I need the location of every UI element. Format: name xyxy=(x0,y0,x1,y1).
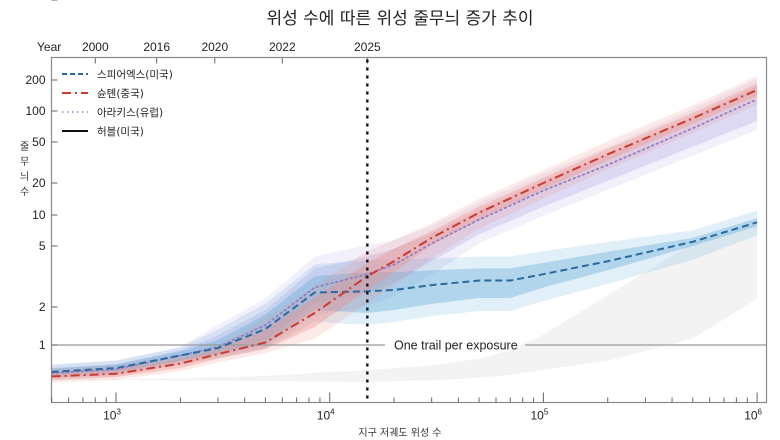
series-line-dashdot xyxy=(52,89,758,378)
y-tick-label: 200 xyxy=(25,73,45,87)
top-tick-label: 2000 xyxy=(82,40,109,54)
legend-label: 스피어엑스(미국) xyxy=(97,69,173,81)
y-tick-label: 1 xyxy=(39,338,46,352)
y-axis-ticks: 0 1 2 5 10 20 50 100 200 xyxy=(25,0,58,352)
y-tick-label: 0 xyxy=(39,0,46,3)
legend-label: 슌톈(중국) xyxy=(97,88,144,100)
top-tick-label: 2016 xyxy=(143,40,170,54)
chart-title: 위성 수에 따른 위성 줄무늬 증가 추이 xyxy=(266,9,533,29)
top-tick-label: 2025 xyxy=(354,40,381,54)
x-tick-label: 104 xyxy=(317,408,335,423)
y-tick-label: 50 xyxy=(32,135,46,149)
x-axis-ticks: 103 104 105 106 xyxy=(51,392,763,423)
band-outer xyxy=(52,223,758,382)
series-line-dashed xyxy=(52,221,758,373)
legend-item: 스피어엑스(미국) xyxy=(62,69,173,81)
top-tick-label: 2022 xyxy=(269,40,296,54)
band-outer xyxy=(52,210,758,378)
y-tick-label: 20 xyxy=(32,176,46,190)
legend-label: 허블(미국) xyxy=(97,126,144,138)
x-tick-label: 103 xyxy=(103,408,121,423)
plot-frame xyxy=(50,56,768,404)
x-tick-label: 106 xyxy=(744,408,762,423)
x-axis-title: 지구 저궤도 위성 수 xyxy=(358,426,441,439)
y-tick-label: 2 xyxy=(39,300,46,314)
one-trail-annotation: One trail per exposure xyxy=(394,339,518,353)
top-axis-label: Year xyxy=(37,40,61,54)
top-tick-label: 2020 xyxy=(201,40,228,54)
legend-item: 슌톈(중국) xyxy=(62,88,144,100)
uncertainty-bands xyxy=(52,76,758,383)
series-lines xyxy=(52,89,758,378)
reference-line-group: One trail per exposure xyxy=(51,339,767,353)
band-inner xyxy=(52,218,758,376)
top-axis-ticks: 2000 2016 2020 2022 2025 xyxy=(82,40,381,64)
x-tick-label: 105 xyxy=(530,408,548,423)
legend-item: 허블(미국) xyxy=(62,126,144,138)
legend: 스피어엑스(미국) 슌톈(중국) 아라키스(유럽) 허블(미국) xyxy=(62,69,173,138)
y-tick-label: 10 xyxy=(32,208,46,222)
y-tick-label: 100 xyxy=(25,104,45,118)
legend-item: 아라키스(유럽) xyxy=(62,106,163,119)
legend-label: 아라키스(유럽) xyxy=(97,106,163,119)
y-tick-label: 5 xyxy=(39,239,46,253)
